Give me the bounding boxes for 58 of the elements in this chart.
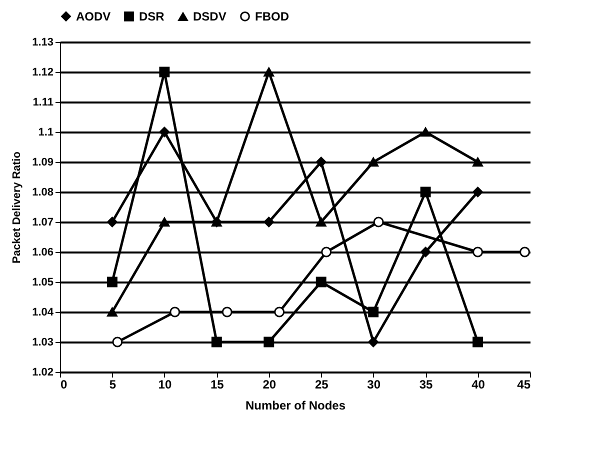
- point: [316, 276, 326, 288]
- point: [107, 216, 118, 228]
- y-tick-label: 1.09: [32, 156, 54, 168]
- y-tick-label: 1.02: [32, 366, 54, 378]
- point: [222, 306, 232, 318]
- y-tick-label: 1.07: [32, 216, 54, 228]
- point: [472, 157, 483, 167]
- x-tick-label: 30: [367, 378, 381, 392]
- x-tick-label: 35: [419, 378, 434, 392]
- point: [170, 306, 180, 318]
- point: [420, 127, 431, 137]
- y-tick-label: 1.13: [32, 36, 54, 48]
- x-tick-label: 45: [517, 378, 531, 392]
- point: [472, 186, 483, 198]
- point: [316, 217, 326, 227]
- x-tick-label: 40: [472, 378, 486, 392]
- legend-label: DSR: [139, 9, 165, 24]
- point: [107, 276, 118, 288]
- point: [373, 216, 384, 228]
- point: [264, 336, 274, 348]
- x-axis-title: Number of Nodes: [245, 398, 346, 412]
- x-tick-label: 0: [60, 378, 68, 392]
- point: [420, 246, 431, 258]
- legend-label: AODV: [76, 9, 111, 24]
- point: [159, 217, 170, 227]
- point: [368, 306, 379, 318]
- x-tick-label: 20: [262, 378, 276, 392]
- point: [321, 246, 332, 258]
- point: [368, 157, 379, 167]
- x-tick-label: 15: [210, 378, 224, 392]
- point: [159, 126, 170, 138]
- point: [107, 307, 118, 317]
- legend-label: FBOD: [255, 9, 290, 24]
- point: [112, 336, 123, 348]
- point: [316, 156, 326, 168]
- y-axis-title: Packet Delivery Ratio: [11, 151, 24, 264]
- point: [472, 336, 483, 348]
- y-tick-label: 1.05: [32, 276, 54, 288]
- y-tick-label: 1.11: [32, 96, 54, 108]
- x-tick-label: 25: [314, 378, 329, 392]
- point: [472, 246, 483, 258]
- y-tick-label: 1.12: [32, 66, 54, 78]
- point: [211, 336, 222, 348]
- point: [520, 246, 530, 258]
- y-tick-label: 1.03: [32, 336, 54, 348]
- point: [264, 216, 274, 228]
- x-tick-label: 5: [109, 378, 116, 392]
- y-tick-label: 1.08: [32, 186, 54, 198]
- point: [159, 66, 170, 78]
- y-tick-label: 1.1: [38, 126, 54, 138]
- legend-label: DSDV: [193, 10, 226, 24]
- x-tick-label: 10: [158, 378, 172, 392]
- point: [264, 67, 274, 77]
- y-tick-label: 1.06: [32, 246, 54, 258]
- point: [274, 306, 285, 318]
- y-tick-label: 1.04: [32, 306, 54, 318]
- point: [420, 186, 431, 198]
- point: [368, 336, 379, 348]
